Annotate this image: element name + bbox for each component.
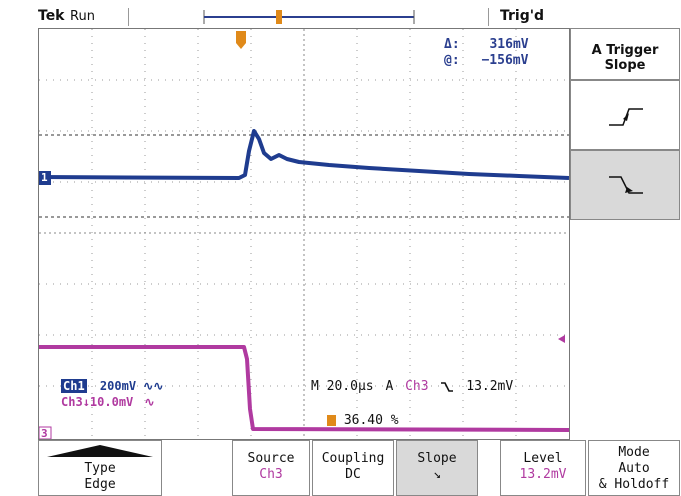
ch1-scale: 200mV — [99, 379, 137, 393]
trigger-label: A — [385, 379, 394, 394]
source-value: Ch3 — [259, 467, 283, 482]
separator — [128, 8, 129, 26]
trigger-position-marker — [236, 31, 246, 49]
position-readout: 36.40 % — [327, 413, 399, 428]
ch3-coupling-icon: ∿ — [144, 395, 155, 409]
record-position-indicator — [203, 10, 415, 24]
mode-label: Mode — [618, 445, 650, 460]
level-button[interactable]: Level 13.2mV — [500, 440, 586, 496]
ch3-scale-readout: Ch3↓10.0mV ∿ — [61, 395, 155, 409]
delta-value: 316mV — [489, 37, 529, 52]
mode-value: Auto — [618, 461, 650, 476]
falling-edge-icon — [609, 176, 643, 194]
ch3-waveform — [39, 345, 569, 432]
acquisition-state: Run — [70, 9, 95, 24]
ch3-scale: 10.0mV — [89, 395, 134, 409]
mode-holdoff-button[interactable]: Mode Auto & Holdoff — [588, 440, 680, 496]
delta-readout: Δ: 316mV — [444, 37, 529, 52]
ch1-tag: Ch1 — [61, 379, 87, 393]
coupling-button[interactable]: Coupling DC — [312, 440, 394, 496]
record-window-marker — [276, 10, 282, 24]
brand-label: Tek — [38, 8, 65, 24]
ch3-marker-label: 3 — [41, 427, 48, 440]
delta-label: Δ: — [444, 37, 460, 52]
ch1-waveform — [39, 129, 569, 180]
type-button[interactable]: Type Edge — [38, 440, 162, 496]
bottom-menu: Type Edge Source Ch3 Coupling DC Slope ↘… — [0, 440, 681, 496]
trigger-position-icon — [327, 415, 336, 426]
trigger-level: 13.2mV — [466, 379, 514, 394]
ch3-ground-marker — [39, 426, 52, 439]
level-value: 13.2mV — [519, 467, 567, 482]
rising-edge-icon — [609, 108, 643, 126]
timebase-trigger-readout: M 20.0µs A Ch3 13.2mV — [311, 379, 513, 394]
ch1-ground-marker — [39, 171, 51, 185]
level-label: Level — [523, 451, 563, 466]
side-menu: A Trigger Slope — [570, 28, 680, 438]
holdoff-label: & Holdoff — [598, 477, 670, 492]
menu-title-line2: Slope — [604, 58, 646, 73]
slope-button[interactable]: Slope ↘ — [396, 440, 478, 496]
slope-label: Slope — [417, 451, 457, 466]
trigger-level-marker — [558, 335, 565, 343]
coupling-label: Coupling — [321, 451, 385, 466]
menu-title-line1: A Trigger — [591, 43, 659, 58]
source-label: Source — [247, 451, 295, 466]
ch3-tag: Ch3 — [61, 395, 83, 409]
at-label: @: — [444, 53, 460, 68]
trigger-source: Ch3 — [405, 379, 429, 394]
ch3-arrow: ↓ — [82, 395, 90, 409]
falling-slope-option[interactable] — [570, 150, 680, 220]
trigger-status: Trig'd — [500, 8, 545, 24]
up-arrow-icon — [47, 445, 153, 457]
measurement-cursors — [39, 134, 569, 218]
timebase: M 20.0µs — [311, 379, 374, 394]
top-status-bar: Tek Run Trig'd — [0, 0, 681, 28]
source-button[interactable]: Source Ch3 — [232, 440, 310, 496]
side-menu-title: A Trigger Slope — [570, 28, 680, 80]
ch1-coupling-icon: ∿∿ — [143, 379, 164, 393]
graticule — [39, 29, 569, 439]
waveform-display: 1 3 Δ: 316mV @: −156mV Ch1 200mV ∿∿ Ch3↓… — [38, 28, 570, 440]
falling-edge-icon — [441, 381, 454, 392]
position-percent: 36.40 % — [343, 413, 399, 428]
at-value: −156mV — [481, 53, 529, 68]
coupling-value: DC — [345, 467, 361, 482]
ch1-scale-readout: Ch1 200mV ∿∿ — [61, 379, 163, 393]
type-label: Type — [84, 461, 116, 476]
at-readout: @: −156mV — [444, 53, 528, 68]
separator — [488, 8, 489, 26]
slope-icon: ↘ — [433, 467, 441, 482]
rising-slope-option[interactable] — [570, 80, 680, 150]
type-value: Edge — [84, 477, 116, 492]
ch1-marker-label: 1 — [41, 171, 48, 184]
